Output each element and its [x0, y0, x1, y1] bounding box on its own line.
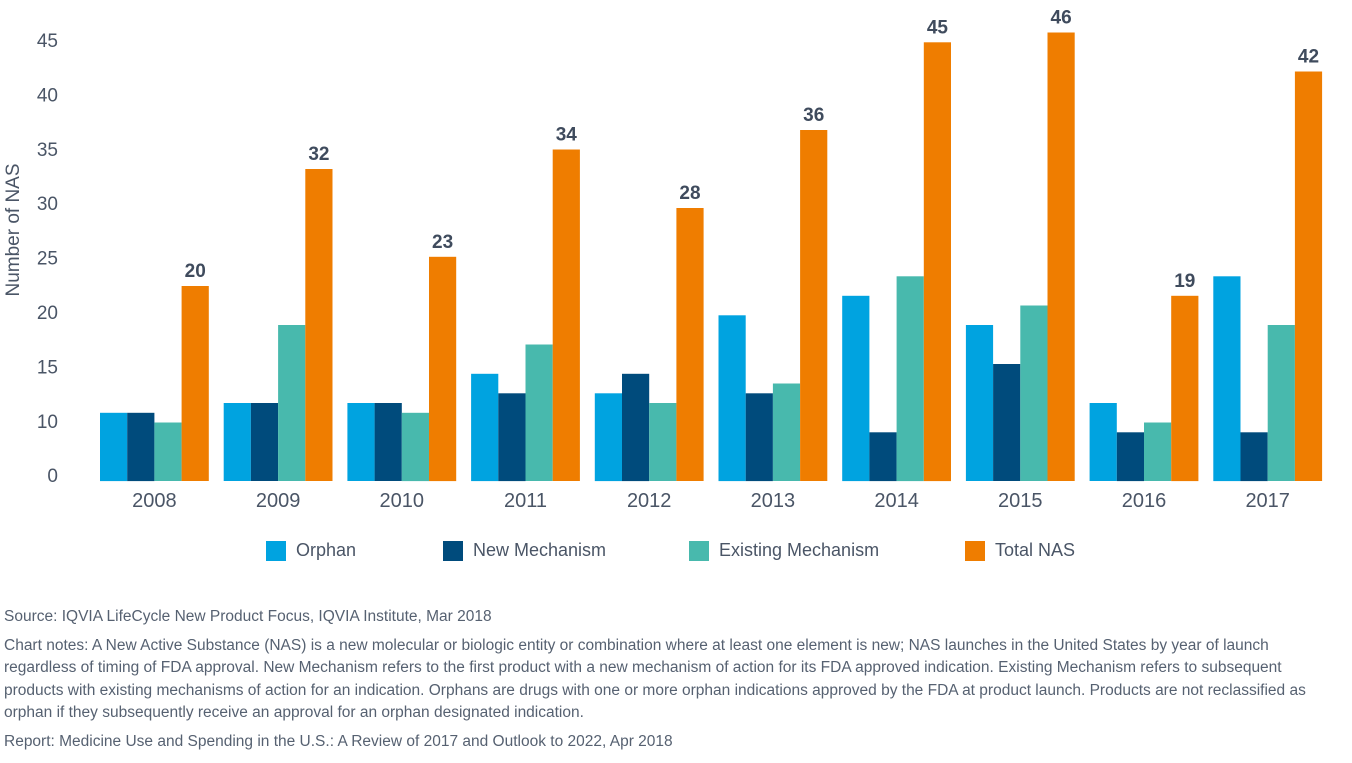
x-tick-label: 2014: [874, 490, 919, 512]
data-label-2012: 28: [679, 183, 700, 204]
legend: Orphan New Mechanism Existing Mechanism …: [0, 540, 1352, 566]
bar-total-nas-2009: [305, 169, 333, 481]
legend-item-existing-mechanism[interactable]: Existing Mechanism: [689, 540, 879, 561]
bar-new-mechanism-2013: [745, 393, 773, 482]
x-tick-label: 2017: [1245, 490, 1290, 512]
data-label-2009: 32: [308, 144, 329, 165]
data-label-2008: 20: [185, 261, 206, 282]
legend-label: New Mechanism: [473, 540, 607, 560]
bar-existing-mechanism-2012: [649, 403, 677, 481]
bar-new-mechanism-2014: [869, 432, 897, 482]
x-tick-label: 2015: [998, 490, 1043, 512]
bar-total-nas-2010: [429, 256, 457, 482]
bar-total-nas-2014: [923, 42, 951, 482]
bar-total-nas-2013: [800, 130, 828, 481]
y-tick-label: 15: [37, 357, 58, 378]
legend-item-orphan[interactable]: Orphan: [266, 540, 356, 561]
y-tick-label: 40: [37, 85, 58, 106]
legend-swatch-orphan: [266, 540, 286, 561]
bar-orphan-2010: [347, 403, 375, 481]
x-tick-label: 2016: [1122, 490, 1167, 512]
bar-existing-mechanism-2011: [525, 344, 553, 481]
bar-new-mechanism-2011: [498, 393, 526, 482]
data-label-2016: 19: [1174, 271, 1195, 292]
bar-total-nas-2008: [181, 286, 209, 481]
x-tick-label: 2012: [627, 490, 672, 512]
bar-orphan-2013: [718, 315, 746, 482]
source-note: Source: IQVIA LifeCycle New Product Focu…: [4, 608, 492, 625]
data-labels: 20 32 23 34 28 36 45 46 19 42: [185, 8, 1319, 292]
x-tick-label: 2008: [132, 490, 177, 512]
bar-existing-mechanism-2008: [154, 422, 182, 481]
y-tick-label: 30: [37, 194, 58, 215]
legend-label: Existing Mechanism: [719, 540, 880, 560]
bar-new-mechanism-2009: [250, 403, 279, 481]
data-label-2010: 23: [432, 232, 453, 253]
bar-orphan-2014: [842, 295, 870, 482]
bar-orphan-2011: [471, 373, 499, 482]
data-label-2017: 42: [1298, 47, 1319, 68]
bar-total-nas-2016: [1171, 295, 1199, 482]
legend-swatch-existing-mechanism: [689, 540, 709, 561]
y-axis-label: Number of NAS: [3, 163, 24, 296]
legend-swatch-total-nas: [965, 540, 985, 561]
report-note: Report: Medicine Use and Spending in the…: [4, 732, 673, 750]
bar-orphan-2009: [223, 403, 251, 481]
bar-existing-mechanism-2010: [401, 412, 429, 482]
bar-total-nas-2015: [1047, 32, 1075, 481]
bar-new-mechanism-2017: [1240, 432, 1268, 482]
legend-swatch-new-mechanism: [443, 540, 463, 561]
data-label-2015: 46: [1051, 8, 1072, 29]
bar-new-mechanism-2016: [1116, 432, 1144, 482]
data-label-2011: 34: [556, 125, 578, 146]
legend-item-new-mechanism[interactable]: New Mechanism: [443, 540, 606, 561]
bar-total-nas-2017: [1294, 71, 1323, 481]
bar-total-nas-2011: [552, 149, 580, 481]
bar-new-mechanism-2012: [622, 373, 650, 482]
x-tick-label: 2011: [504, 490, 547, 512]
bar-existing-mechanism-2016: [1144, 422, 1172, 481]
x-tick-label: 2009: [256, 490, 301, 512]
bar-new-mechanism-2008: [127, 412, 155, 482]
bars: [100, 32, 1323, 482]
bar-existing-mechanism-2014: [896, 276, 924, 482]
legend-item-total-nas[interactable]: Total NAS: [965, 540, 1075, 561]
data-label-2014: 45: [927, 17, 949, 38]
y-tick-label: 0: [47, 466, 58, 487]
x-tick-label: 2010: [380, 490, 425, 512]
x-axis: 2008 2009 2010 2011 2012 2013 2014 2015 2016 2017: [132, 490, 1290, 512]
y-axis: 45 40 35 30 25 20 15 10 0: [37, 31, 58, 487]
y-tick-label: 25: [37, 249, 58, 270]
legend-label: Orphan: [296, 540, 357, 560]
bar-new-mechanism-2010: [374, 403, 402, 481]
bar-total-nas-2012: [676, 208, 704, 481]
y-tick-label: 35: [37, 140, 58, 161]
x-tick-label: 2013: [751, 490, 796, 512]
bar-orphan-2012: [594, 393, 622, 482]
data-label-2013: 36: [803, 105, 824, 126]
bar-existing-mechanism-2017: [1267, 325, 1295, 481]
bar-new-mechanism-2015: [993, 364, 1021, 481]
bar-orphan-2015: [965, 325, 994, 481]
bar-existing-mechanism-2009: [278, 325, 306, 481]
legend-label: Total NAS: [995, 540, 1076, 560]
bar-existing-mechanism-2013: [772, 383, 801, 481]
y-tick-label: 10: [37, 412, 58, 433]
y-tick-label: 45: [37, 31, 58, 52]
y-tick-label: 20: [37, 303, 58, 324]
bar-orphan-2016: [1089, 403, 1117, 481]
chart-footer: Source: IQVIA LifeCycle New Product Focu…: [4, 606, 1344, 753]
bar-orphan-2017: [1213, 276, 1241, 482]
bar-orphan-2008: [100, 412, 128, 482]
chart-notes: Chart notes: A New Active Substance (NAS…: [4, 636, 1306, 722]
bar-existing-mechanism-2015: [1020, 305, 1048, 481]
